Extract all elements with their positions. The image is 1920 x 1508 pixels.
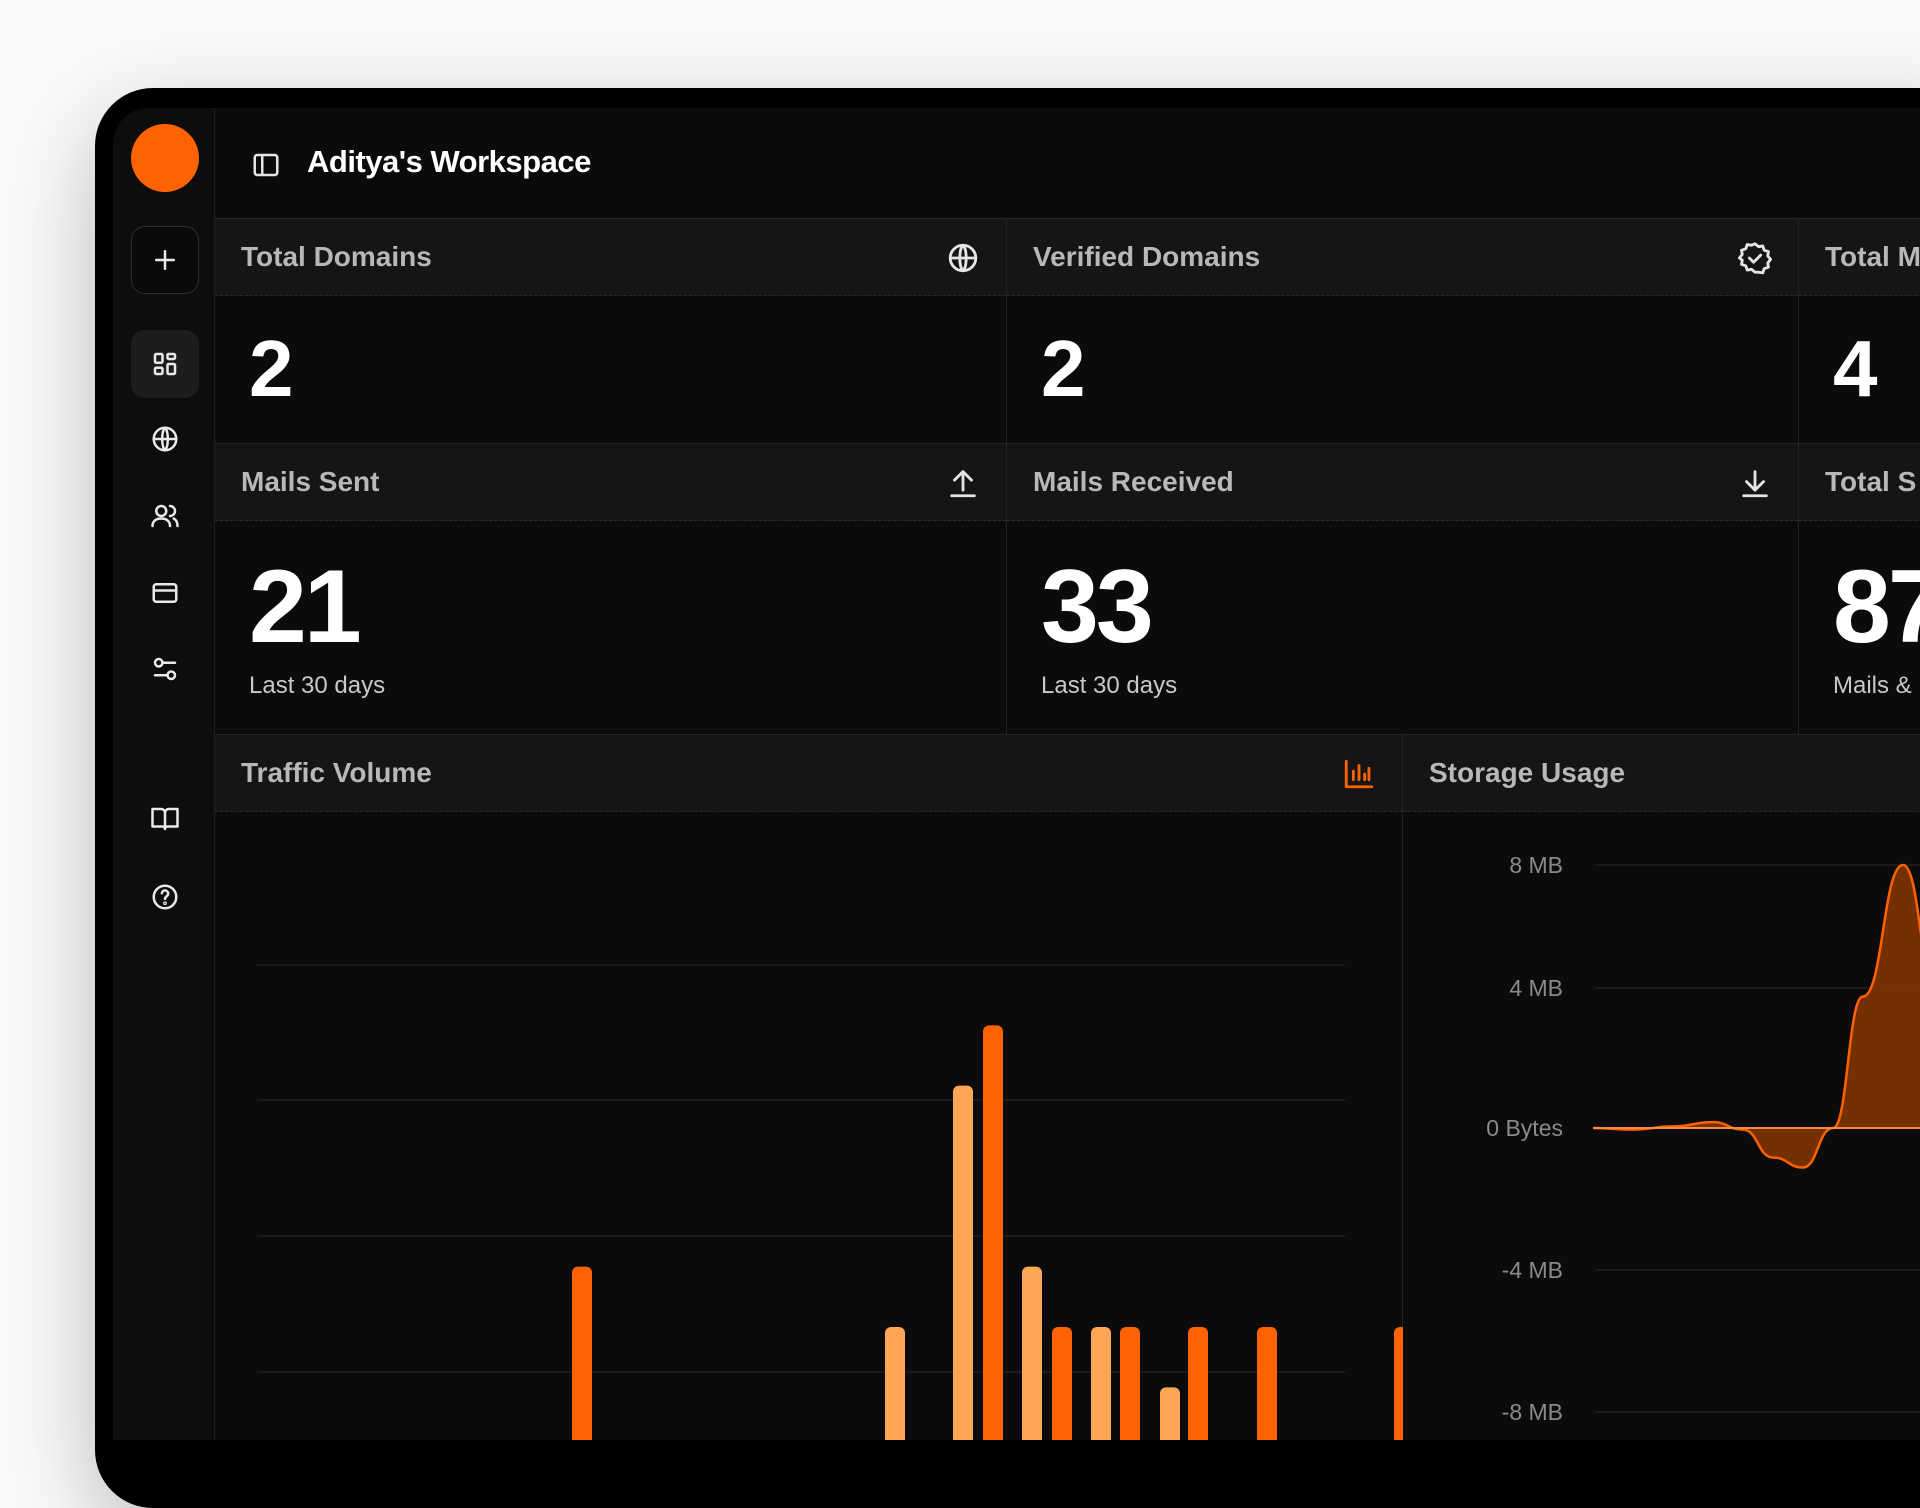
stat-card-verified-domains: Verified Domains 2: [1007, 219, 1799, 444]
sidebar: [113, 108, 215, 1440]
plus-icon: [155, 250, 175, 270]
sidebar-item-docs[interactable]: [131, 788, 199, 850]
card-title: Traffic Volume: [241, 757, 432, 788]
card-title: Total S: [1825, 466, 1917, 497]
storage-area: [1593, 865, 1920, 1168]
help-icon: [152, 884, 178, 910]
sidebar-item-billing[interactable]: [131, 562, 199, 624]
stat-card-mails-received: Mails Received 33 Last 30 days: [1007, 444, 1799, 735]
credit-card-icon: [152, 583, 178, 603]
traffic-bar: [1188, 1327, 1208, 1440]
card-value: 21: [249, 549, 362, 665]
card-value: 87: [1833, 549, 1920, 665]
y-tick-label: -4 MB: [1502, 1257, 1563, 1283]
globe-icon: [948, 243, 978, 273]
app-screen: Aditya's Workspace Total Domains 2 Verif…: [113, 108, 1920, 1440]
sidebar-item-settings[interactable]: [131, 638, 199, 700]
card-value: 2: [249, 324, 293, 413]
storage-usage-panel: Storage Usage 8 MB 4 MB 0 Bytes -4 MB -8 MB: [1403, 735, 1920, 1440]
traffic-bar-light: [1022, 1266, 1042, 1440]
card-title: Mails Sent: [241, 466, 380, 497]
traffic-bar: [572, 1266, 592, 1440]
traffic-bar-light: [885, 1327, 905, 1440]
main-content: Aditya's Workspace Total Domains 2 Verif…: [215, 108, 1920, 1440]
stat-card-mails-sent: Mails Sent 21 Last 30 days: [215, 444, 1007, 735]
workspace-title: Aditya's Workspace: [307, 144, 591, 179]
top-bar: Aditya's Workspace: [215, 108, 1920, 219]
card-title: Total Domains: [241, 241, 432, 272]
traffic-volume-chart: Aug 8Aug 10Aug 12Aug 14Aug 16Aug 18Aug 2…: [257, 964, 1403, 1440]
storage-usage-chart: 8 MB 4 MB 0 Bytes -4 MB -8 MB: [1486, 852, 1920, 1425]
sidebar-toggle-icon[interactable]: [251, 150, 281, 180]
traffic-bar: [1394, 1327, 1403, 1440]
card-value: 33: [1041, 549, 1154, 665]
card-title: Verified Domains: [1033, 241, 1261, 272]
badge-check-icon: [1738, 242, 1772, 275]
upload-icon: [950, 470, 976, 498]
storage-line: [1592, 863, 1920, 1169]
card-title: Storage Usage: [1429, 757, 1626, 788]
traffic-bar: [1257, 1327, 1277, 1440]
card-title: Total M: [1825, 241, 1920, 272]
y-tick-label: 8 MB: [1509, 852, 1563, 878]
sidebar-item-dashboard[interactable]: [131, 330, 199, 398]
traffic-bar: [1120, 1327, 1140, 1440]
sliders-icon: [153, 657, 177, 681]
workspace-logo[interactable]: [131, 124, 199, 192]
y-tick-label: 0 Bytes: [1486, 1115, 1563, 1141]
sidebar-item-help[interactable]: [131, 866, 199, 928]
sidebar-item-users[interactable]: [131, 485, 199, 547]
traffic-volume-panel: Traffic Volume Aug 8Aug 10Aug 12Aug 14Au…: [215, 735, 1403, 1440]
new-button[interactable]: [131, 226, 199, 294]
dashboard-icon: [153, 352, 177, 376]
traffic-bar: [1052, 1327, 1072, 1440]
card-subtitle: Last 30 days: [1041, 672, 1178, 699]
stat-card-total-mailboxes: Total M 4: [1799, 219, 1920, 444]
stat-card-total-storage: Total S 87 Mails &: [1799, 444, 1920, 735]
stat-card-total-domains: Total Domains 2: [215, 219, 1007, 444]
users-icon: [151, 504, 179, 528]
sidebar-item-domains[interactable]: [131, 408, 199, 470]
bar-chart-icon[interactable]: [1342, 757, 1376, 791]
traffic-bar: [983, 1025, 1003, 1440]
card-title: Mails Received: [1033, 466, 1234, 497]
card-subtitle: Last 30 days: [249, 672, 386, 699]
y-tick-label: 4 MB: [1509, 975, 1563, 1001]
traffic-bar-light: [1160, 1387, 1180, 1440]
card-value: 4: [1833, 324, 1877, 413]
traffic-bar-light: [953, 1085, 973, 1440]
download-icon: [1742, 470, 1768, 498]
y-tick-label: -8 MB: [1502, 1399, 1563, 1425]
traffic-bar-light: [1091, 1327, 1111, 1440]
card-subtitle: Mails &: [1833, 672, 1912, 699]
card-value: 2: [1041, 324, 1085, 413]
book-icon: [151, 807, 179, 831]
globe-icon: [152, 426, 178, 452]
